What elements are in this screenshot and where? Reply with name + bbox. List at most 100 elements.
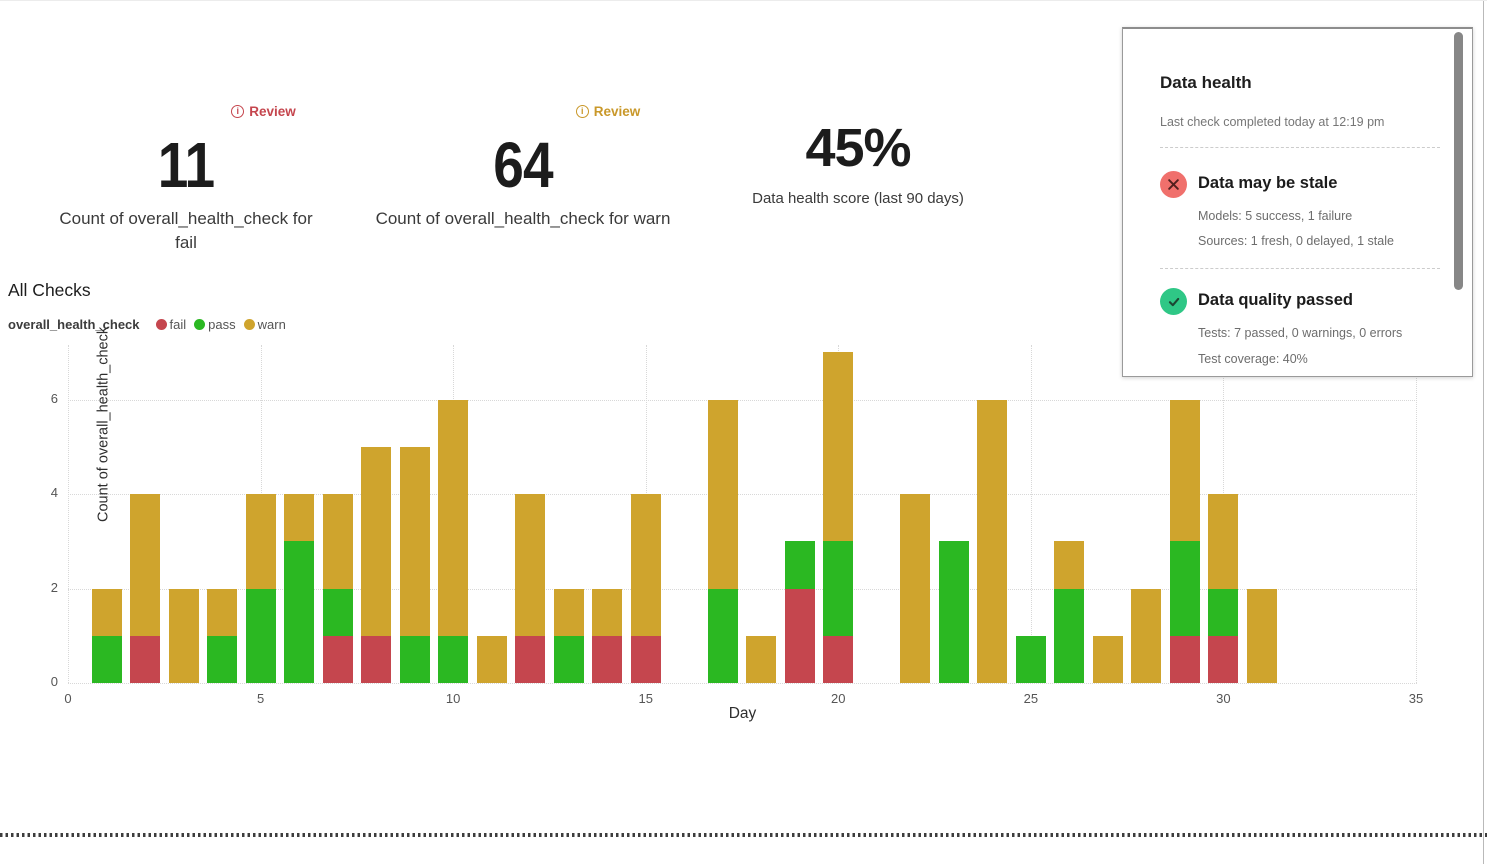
bar-day-2-fail[interactable] — [130, 635, 161, 683]
bar-day-13-pass[interactable] — [553, 635, 584, 683]
bar-day-29-pass[interactable] — [1169, 541, 1200, 636]
bar-day-6-warn[interactable] — [284, 494, 315, 542]
bar-day-11-warn[interactable] — [476, 635, 507, 683]
bar-day-4-pass[interactable] — [207, 635, 238, 683]
bar-day-10-pass[interactable] — [438, 635, 469, 683]
gridline-y-0 — [68, 683, 1417, 684]
bar-day-25-pass[interactable] — [1015, 635, 1046, 683]
x-tick-label-5: 5 — [256, 691, 265, 706]
bar-day-12-warn[interactable] — [515, 494, 546, 636]
legend-dot-pass — [194, 319, 206, 330]
check-circle-icon — [1160, 288, 1187, 315]
bar-day-5-pass[interactable] — [245, 588, 276, 683]
legend-dot-fail — [155, 319, 167, 330]
legend-label: pass — [208, 317, 236, 332]
models-status-line: Models: 5 success, 1 failure — [1198, 209, 1353, 223]
tests-status-line: Tests: 7 passed, 0 warnings, 0 errors — [1198, 326, 1403, 340]
bar-day-31-warn[interactable] — [1246, 588, 1277, 683]
legend-item-fail[interactable]: fail — [155, 317, 186, 332]
info-icon — [231, 104, 245, 118]
bar-day-14-warn[interactable] — [592, 588, 623, 636]
bar-day-28-warn[interactable] — [1131, 588, 1162, 683]
review-badge-label: Review — [249, 103, 296, 119]
bar-day-15-fail[interactable] — [630, 635, 661, 683]
bar-day-9-warn[interactable] — [399, 446, 430, 636]
bar-day-22-warn[interactable] — [900, 494, 931, 683]
bar-day-30-fail[interactable] — [1208, 635, 1239, 683]
gridline-y-4 — [68, 494, 1417, 495]
bar-day-24-warn[interactable] — [977, 399, 1008, 683]
y-tick-label-0: 0 — [50, 674, 58, 689]
legend-item-warn[interactable]: warn — [243, 317, 286, 332]
bar-day-5-warn[interactable] — [245, 494, 276, 589]
bar-day-17-warn[interactable] — [707, 399, 738, 589]
y-tick-label-2: 2 — [50, 579, 58, 595]
bar-day-27-warn[interactable] — [1092, 635, 1123, 683]
bar-day-1-pass[interactable] — [91, 635, 122, 683]
bar-day-3-warn[interactable] — [168, 588, 199, 683]
data-health-panel: Data health Last check completed today a… — [1122, 27, 1473, 377]
panel-scrollbar-thumb[interactable] — [1454, 32, 1463, 290]
legend-item-pass[interactable]: pass — [194, 317, 236, 332]
bar-day-29-warn[interactable] — [1169, 399, 1200, 542]
bar-day-10-warn[interactable] — [438, 399, 469, 636]
review-badge-fail[interactable]: Review — [231, 101, 296, 121]
bar-day-12-fail[interactable] — [515, 635, 546, 683]
bar-day-1-warn[interactable] — [91, 588, 122, 636]
bar-day-13-warn[interactable] — [553, 588, 584, 636]
x-circle-icon — [1160, 171, 1187, 198]
x-tick-label-35: 35 — [1408, 691, 1424, 706]
bar-day-23-pass[interactable] — [938, 541, 969, 683]
bar-day-4-warn[interactable] — [207, 588, 238, 636]
bar-day-19-fail[interactable] — [784, 588, 815, 683]
bar-day-8-fail[interactable] — [361, 635, 392, 683]
health-score-value: 45% — [805, 118, 911, 178]
fail-count-label: Count of overall_health_check for fail — [59, 209, 313, 252]
y-tick-label-6: 6 — [50, 390, 58, 406]
x-tick-label-20: 20 — [831, 691, 846, 706]
chart-title: All Checks — [8, 280, 91, 300]
warn-count-value: 64 — [493, 129, 553, 201]
bar-day-18-warn[interactable] — [746, 635, 777, 683]
bar-day-8-warn[interactable] — [361, 446, 392, 636]
bar-day-19-pass[interactable] — [784, 541, 815, 589]
bar-day-30-warn[interactable] — [1208, 494, 1239, 589]
bar-day-29-fail[interactable] — [1169, 635, 1200, 683]
gridline-x-25 — [1030, 345, 1032, 683]
panel-title: Data health — [1160, 73, 1252, 92]
chart-legend: overall_health_check fail pass warn — [8, 317, 286, 332]
bar-day-9-pass[interactable] — [399, 635, 430, 683]
bar-day-6-pass[interactable] — [284, 541, 315, 683]
bar-day-20-pass[interactable] — [823, 541, 854, 636]
gridline-y-6 — [68, 399, 1417, 401]
panel-divider — [1160, 268, 1440, 269]
y-tick-label-4: 4 — [50, 485, 58, 500]
coverage-status-line: Test coverage: 40% — [1198, 352, 1308, 366]
bar-day-30-pass[interactable] — [1208, 588, 1239, 636]
bar-day-20-warn[interactable] — [823, 352, 854, 542]
x-tick-label-25: 25 — [1023, 691, 1039, 706]
metric-warn-count: Review 64 Count of overall_health_check … — [373, 101, 673, 231]
x-tick-label-30: 30 — [1216, 691, 1231, 706]
bar-day-26-warn[interactable] — [1054, 541, 1085, 589]
metric-health-score: 45% Data health score (last 90 days) — [708, 101, 1008, 209]
bar-day-14-fail[interactable] — [592, 635, 623, 683]
panel-last-check-text: Last check completed today at 12:19 pm — [1160, 115, 1385, 129]
bar-day-15-warn[interactable] — [630, 494, 661, 636]
bottom-dotted-divider — [0, 833, 1487, 837]
review-badge-warn[interactable]: Review — [575, 101, 640, 121]
gridline-x-0 — [68, 345, 69, 683]
bar-day-20-fail[interactable] — [823, 635, 854, 683]
legend-series-name: overall_health_check — [8, 317, 140, 332]
bar-day-7-fail[interactable] — [322, 635, 353, 683]
bar-day-7-pass[interactable] — [322, 588, 353, 636]
bar-day-2-warn[interactable] — [130, 494, 161, 636]
bar-day-17-pass[interactable] — [707, 588, 738, 683]
stale-section-title: Data may be stale — [1198, 174, 1338, 192]
bar-day-7-warn[interactable] — [322, 494, 353, 589]
x-axis-title: Day — [728, 705, 757, 722]
x-tick-label-10: 10 — [445, 691, 461, 706]
bar-day-26-pass[interactable] — [1054, 588, 1085, 683]
fail-count-value: 11 — [157, 129, 215, 201]
